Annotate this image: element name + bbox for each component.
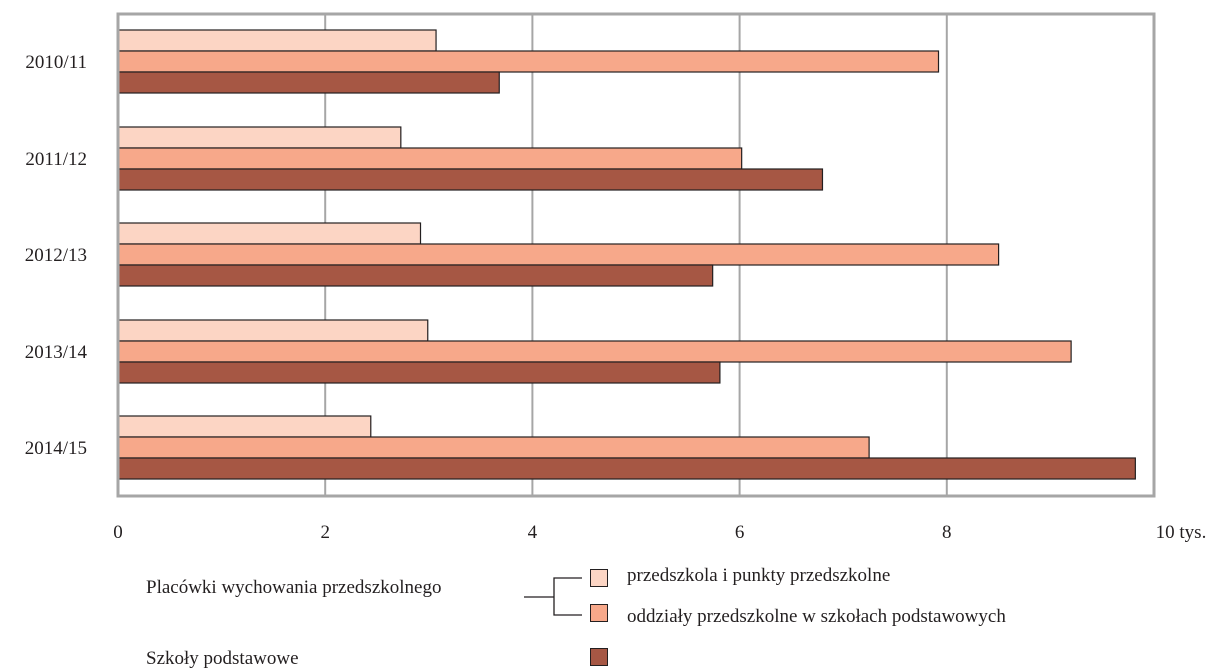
axis-labels: 2010/11 2011/12 2012/13 2013/14 2014/15 0 2 4 6 8… <box>25 52 1207 543</box>
category-label: 2011/12 <box>25 149 87 170</box>
category-label: 2013/14 <box>25 342 88 363</box>
legend-group-label: Placówki wychowania przedszkolnego <box>146 577 442 598</box>
bar <box>117 168 824 191</box>
bar <box>117 222 422 245</box>
bar <box>117 340 1072 363</box>
bar <box>117 126 402 149</box>
category-label: 2010/11 <box>25 52 87 73</box>
bar <box>117 147 743 170</box>
x-tick-label: 4 <box>528 522 538 543</box>
legend-item-preschool-units: oddziały przedszkolne w szkołach podstaw… <box>627 606 1006 627</box>
category-label: 2014/15 <box>25 438 87 459</box>
plot-frame <box>116 12 1156 498</box>
bar <box>117 457 1136 480</box>
legend-item-primary-schools: Szkoły podstawowe <box>146 648 299 669</box>
x-tick-label: 2 <box>320 522 330 543</box>
legend-item-preschools: przedszkola i punkty przedszkolne <box>627 565 891 586</box>
bar <box>117 264 714 287</box>
bar <box>117 29 437 52</box>
bar <box>117 71 500 94</box>
bar <box>117 436 870 459</box>
bars <box>117 29 1136 480</box>
bar <box>117 243 1000 266</box>
x-tick-label: 0 <box>113 522 123 543</box>
bar <box>117 50 940 73</box>
legend-swatch-preschools <box>590 569 608 587</box>
x-tick-label: 10 tys. <box>1156 522 1207 543</box>
bar <box>117 319 429 342</box>
legend-bracket <box>524 577 582 616</box>
category-label: 2012/13 <box>25 245 87 266</box>
legend-swatch-primary-schools <box>590 648 608 666</box>
bar <box>117 415 372 438</box>
bar-chart: 2010/11 2011/12 2012/13 2013/14 2014/15 0 2 4 6 8… <box>25 12 1207 543</box>
x-tick-label: 8 <box>942 522 952 543</box>
legend-swatch-preschool-units <box>590 604 608 622</box>
bar <box>117 361 721 384</box>
x-tick-label: 6 <box>735 522 745 543</box>
